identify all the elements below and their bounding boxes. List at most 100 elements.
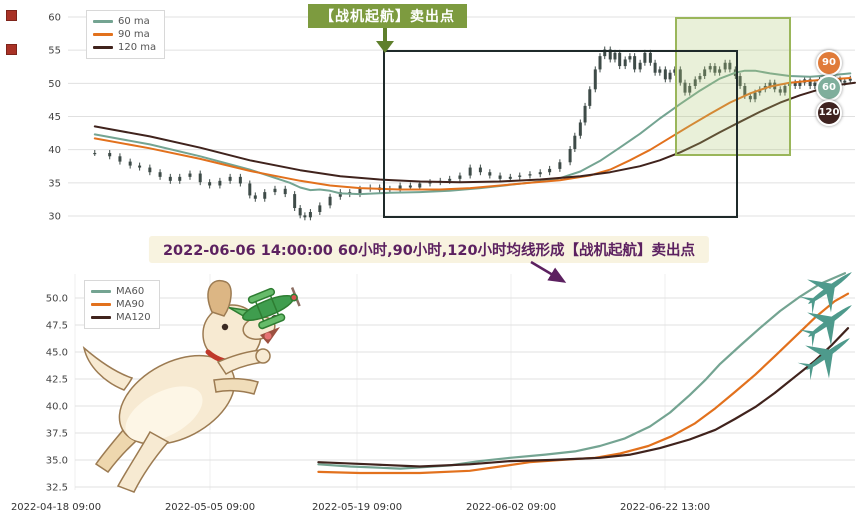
legend-swatch (93, 46, 113, 49)
candle-body (468, 167, 472, 176)
candle-body (633, 56, 637, 70)
candle-body (418, 183, 422, 188)
candle-body (248, 183, 252, 196)
ma-line-60ma (93, 69, 852, 196)
x-tick-label: 2022-05-05 09:00 (164, 502, 256, 513)
candle-body (228, 176, 232, 181)
candle-body (108, 152, 112, 157)
candle-body (748, 95, 752, 100)
candle-body (408, 185, 412, 188)
candle-body (678, 69, 682, 83)
y-tick-label: 42.5 (46, 375, 68, 386)
candle-body (148, 167, 152, 173)
airplane-icon (792, 321, 858, 388)
candle-body (573, 135, 577, 149)
candle-body (753, 92, 757, 100)
dog-tail (82, 345, 134, 391)
red-marker-2 (6, 44, 17, 55)
dog-front-leg-lower (213, 377, 259, 395)
badge-ma90: 90 (816, 50, 842, 76)
legend-label: MA60 (116, 286, 145, 297)
toy-plane-strut (269, 294, 280, 316)
candle-body (578, 122, 582, 136)
candle-body (168, 176, 172, 181)
top-chart-legend: 60 ma 90 ma 120 ma (86, 10, 166, 59)
y-tick-label: 37.5 (46, 429, 68, 440)
candle-body (738, 76, 742, 86)
toy-plane-nose-hub (290, 293, 298, 302)
y-tick-label: 40.0 (46, 402, 68, 413)
candle-body (653, 62, 657, 73)
candle-body (618, 52, 622, 67)
legend-label: 120 ma (118, 42, 157, 53)
legend-label: 90 ma (118, 29, 150, 40)
candle-body (298, 208, 302, 216)
y-tick-label: 45.0 (46, 348, 68, 359)
candle-body (308, 212, 312, 218)
x-tick-label: 2022-04-18 09:00 (10, 502, 102, 513)
candle-body (683, 82, 687, 93)
candle-body (293, 194, 297, 209)
candle-body (548, 168, 552, 173)
candle-body (813, 82, 817, 86)
candle-body (283, 188, 287, 195)
y-tick-label: 35 (48, 178, 61, 189)
badge-label: 90 (822, 57, 836, 68)
dog-eye (221, 323, 229, 331)
legend-swatch (91, 316, 111, 319)
candle-body (253, 195, 257, 199)
green-toy-plane-icon (228, 287, 301, 330)
y-tick-label: 47.5 (46, 321, 68, 332)
candle-body (583, 105, 587, 123)
candle-body (118, 156, 122, 162)
candle-body (238, 176, 242, 184)
candle-body (508, 176, 512, 179)
dog-hind-leg-front (116, 430, 170, 493)
candle-body (478, 167, 482, 173)
candle-body (848, 78, 852, 81)
candle-body (713, 66, 717, 73)
candle-body (783, 85, 787, 93)
badge-ma120: 120 (816, 100, 842, 126)
candle-body (303, 215, 307, 218)
candle-body (93, 152, 97, 155)
dog-paw (255, 348, 271, 364)
candle-body (673, 69, 677, 73)
red-marker-1 (6, 10, 17, 21)
y-tick-label: 32.5 (46, 483, 68, 494)
sell-point-label: 【战机起航】卖出点 (308, 4, 467, 28)
ma-line-120ma (93, 81, 856, 184)
legend-swatch (93, 20, 113, 23)
candle-body (658, 69, 662, 73)
y-tick-label: 30 (48, 211, 61, 222)
dog-tongue (264, 332, 272, 340)
x-tick-label: 2022-06-02 09:00 (465, 502, 557, 513)
badge-label: 60 (822, 82, 836, 93)
badge-ma60: 60 (816, 75, 842, 101)
legend-item-60ma: 60 ma (93, 15, 156, 28)
toy-plane-top-wing (247, 287, 276, 304)
candle-body (138, 165, 142, 168)
candle-body (603, 49, 607, 57)
sell-point-arrow-icon (376, 28, 394, 53)
y-tick-label: 55 (48, 46, 61, 57)
candle-body (643, 52, 647, 63)
candle-body (538, 172, 542, 175)
candle-body (663, 69, 667, 80)
x-tick-label: 2022-06-22 13:00 (619, 502, 711, 513)
dog-belly (125, 386, 203, 442)
candle-body (808, 79, 812, 86)
candle-body (318, 205, 322, 213)
candle-body (528, 174, 532, 176)
y-tick-label: 50 (48, 79, 61, 90)
candle-body (198, 173, 202, 183)
candle-body (328, 196, 332, 206)
candle-body (188, 173, 192, 177)
candle-body (358, 188, 362, 195)
candle-body (693, 79, 697, 86)
legend-item-90ma: 90 ma (93, 28, 156, 41)
candle-body (598, 56, 602, 70)
legend-swatch (91, 290, 111, 293)
candle-body (638, 62, 642, 70)
candle-body (723, 62, 727, 70)
